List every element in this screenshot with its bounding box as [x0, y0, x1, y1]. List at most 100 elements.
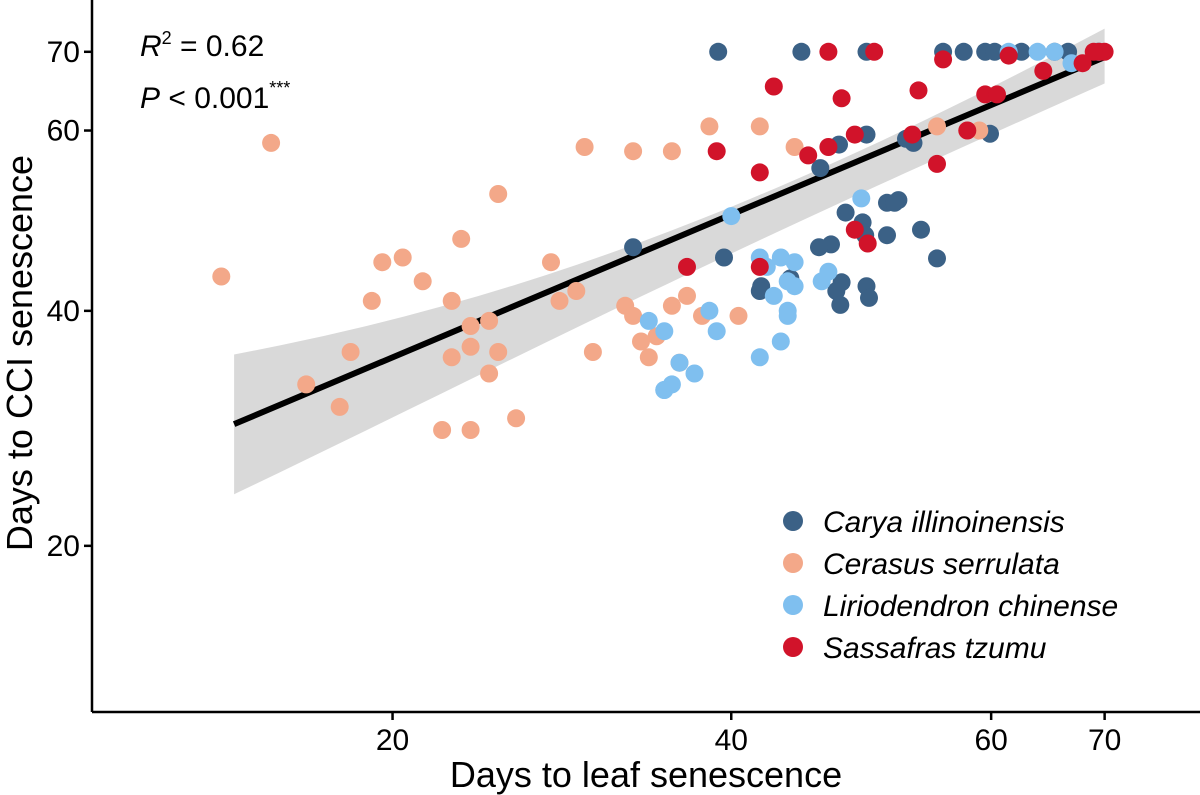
- y-axis-title: Days to CCI senescence: [0, 155, 40, 551]
- data-point: [729, 306, 748, 325]
- data-point: [985, 42, 1004, 61]
- legend: Carya illinoinensis Cerasus serrulata Liri…: [783, 506, 1118, 665]
- x-tick-label: 40: [715, 724, 748, 757]
- data-point: [393, 248, 412, 267]
- data-point: [583, 343, 602, 361]
- x-tick-label: 20: [376, 724, 409, 757]
- data-point: [480, 311, 499, 330]
- data-point: [778, 301, 797, 320]
- data-point: [912, 220, 930, 239]
- data-point: [632, 332, 650, 351]
- data-point: [461, 317, 480, 335]
- data-point: [433, 421, 452, 439]
- data-point: [827, 282, 846, 300]
- data-point: [461, 337, 480, 356]
- data-point: [362, 291, 381, 310]
- x-tick-label: 70: [1088, 724, 1121, 757]
- data-point: [542, 253, 560, 272]
- data-point: [771, 332, 790, 351]
- y-tick-label: 40: [47, 295, 80, 328]
- data-point: [1028, 42, 1047, 61]
- data-point: [958, 121, 977, 140]
- data-point: [480, 364, 499, 383]
- data-point: [909, 81, 928, 100]
- data-point: [442, 348, 461, 367]
- data-points: [212, 42, 1114, 439]
- data-point: [212, 267, 231, 286]
- data-point: [1084, 42, 1103, 61]
- data-point: [413, 272, 432, 291]
- data-point: [934, 50, 953, 69]
- legend-swatch: [783, 511, 803, 531]
- legend-label: Carya illinoinensis: [823, 506, 1065, 539]
- data-point: [297, 375, 316, 394]
- data-point: [624, 306, 643, 325]
- x-tick-label: 60: [974, 724, 1007, 757]
- data-point: [799, 146, 818, 165]
- data-point: [1034, 61, 1053, 80]
- data-point: [575, 138, 594, 156]
- data-point: [709, 42, 728, 61]
- data-point: [832, 89, 851, 108]
- data-point: [792, 42, 811, 61]
- data-point: [700, 301, 719, 320]
- data-point: [700, 117, 719, 136]
- r-squared-annotation: R2 = 0.62: [140, 28, 264, 63]
- data-point: [715, 248, 733, 267]
- legend-label: Sassafras tzumu: [823, 632, 1047, 665]
- data-point: [507, 409, 526, 428]
- data-point: [764, 77, 783, 96]
- data-point: [489, 343, 508, 361]
- y-tick-label: 70: [47, 36, 80, 69]
- data-point: [707, 142, 726, 161]
- y-axis-ticks: 20 40 60 70: [47, 36, 92, 563]
- data-point: [954, 42, 973, 61]
- data-point: [988, 85, 1006, 104]
- data-point: [831, 295, 850, 314]
- data-point: [262, 133, 281, 152]
- data-point: [750, 348, 769, 367]
- data-point: [567, 282, 586, 300]
- legend-label: Liriodendron chinense: [823, 590, 1118, 623]
- data-point: [845, 220, 864, 239]
- data-point: [878, 226, 896, 245]
- data-point: [819, 42, 838, 61]
- data-point: [928, 154, 946, 173]
- data-point: [928, 249, 946, 268]
- data-point: [662, 375, 681, 394]
- data-point: [903, 125, 922, 144]
- data-point: [722, 207, 741, 226]
- data-point: [670, 353, 689, 372]
- data-point: [811, 159, 830, 178]
- data-point: [685, 364, 704, 383]
- data-point: [852, 189, 871, 208]
- data-point: [845, 125, 864, 144]
- x-axis-title: Days to leaf senescence: [450, 754, 842, 795]
- data-point: [819, 138, 838, 156]
- data-point: [624, 142, 643, 161]
- data-point: [707, 322, 726, 341]
- data-point: [678, 286, 696, 305]
- regression-line: [232, 54, 1106, 427]
- data-point: [785, 253, 804, 272]
- data-point: [639, 311, 658, 330]
- data-point: [1073, 54, 1092, 73]
- data-point: [885, 193, 904, 212]
- confidence-band: [234, 28, 1105, 495]
- data-point: [999, 46, 1018, 65]
- data-point: [373, 253, 392, 272]
- data-point: [750, 117, 769, 136]
- data-point: [655, 322, 674, 341]
- legend-swatch: [783, 595, 803, 615]
- data-point: [330, 397, 349, 416]
- data-point: [550, 291, 569, 310]
- data-point: [639, 348, 658, 367]
- data-point: [810, 238, 828, 257]
- y-tick-label: 60: [47, 115, 80, 148]
- x-axis-ticks: 20 40 60 70: [376, 712, 1121, 757]
- data-point: [662, 142, 681, 161]
- data-point: [750, 282, 769, 300]
- data-point: [819, 262, 838, 281]
- data-point: [452, 229, 471, 248]
- data-point: [764, 286, 783, 305]
